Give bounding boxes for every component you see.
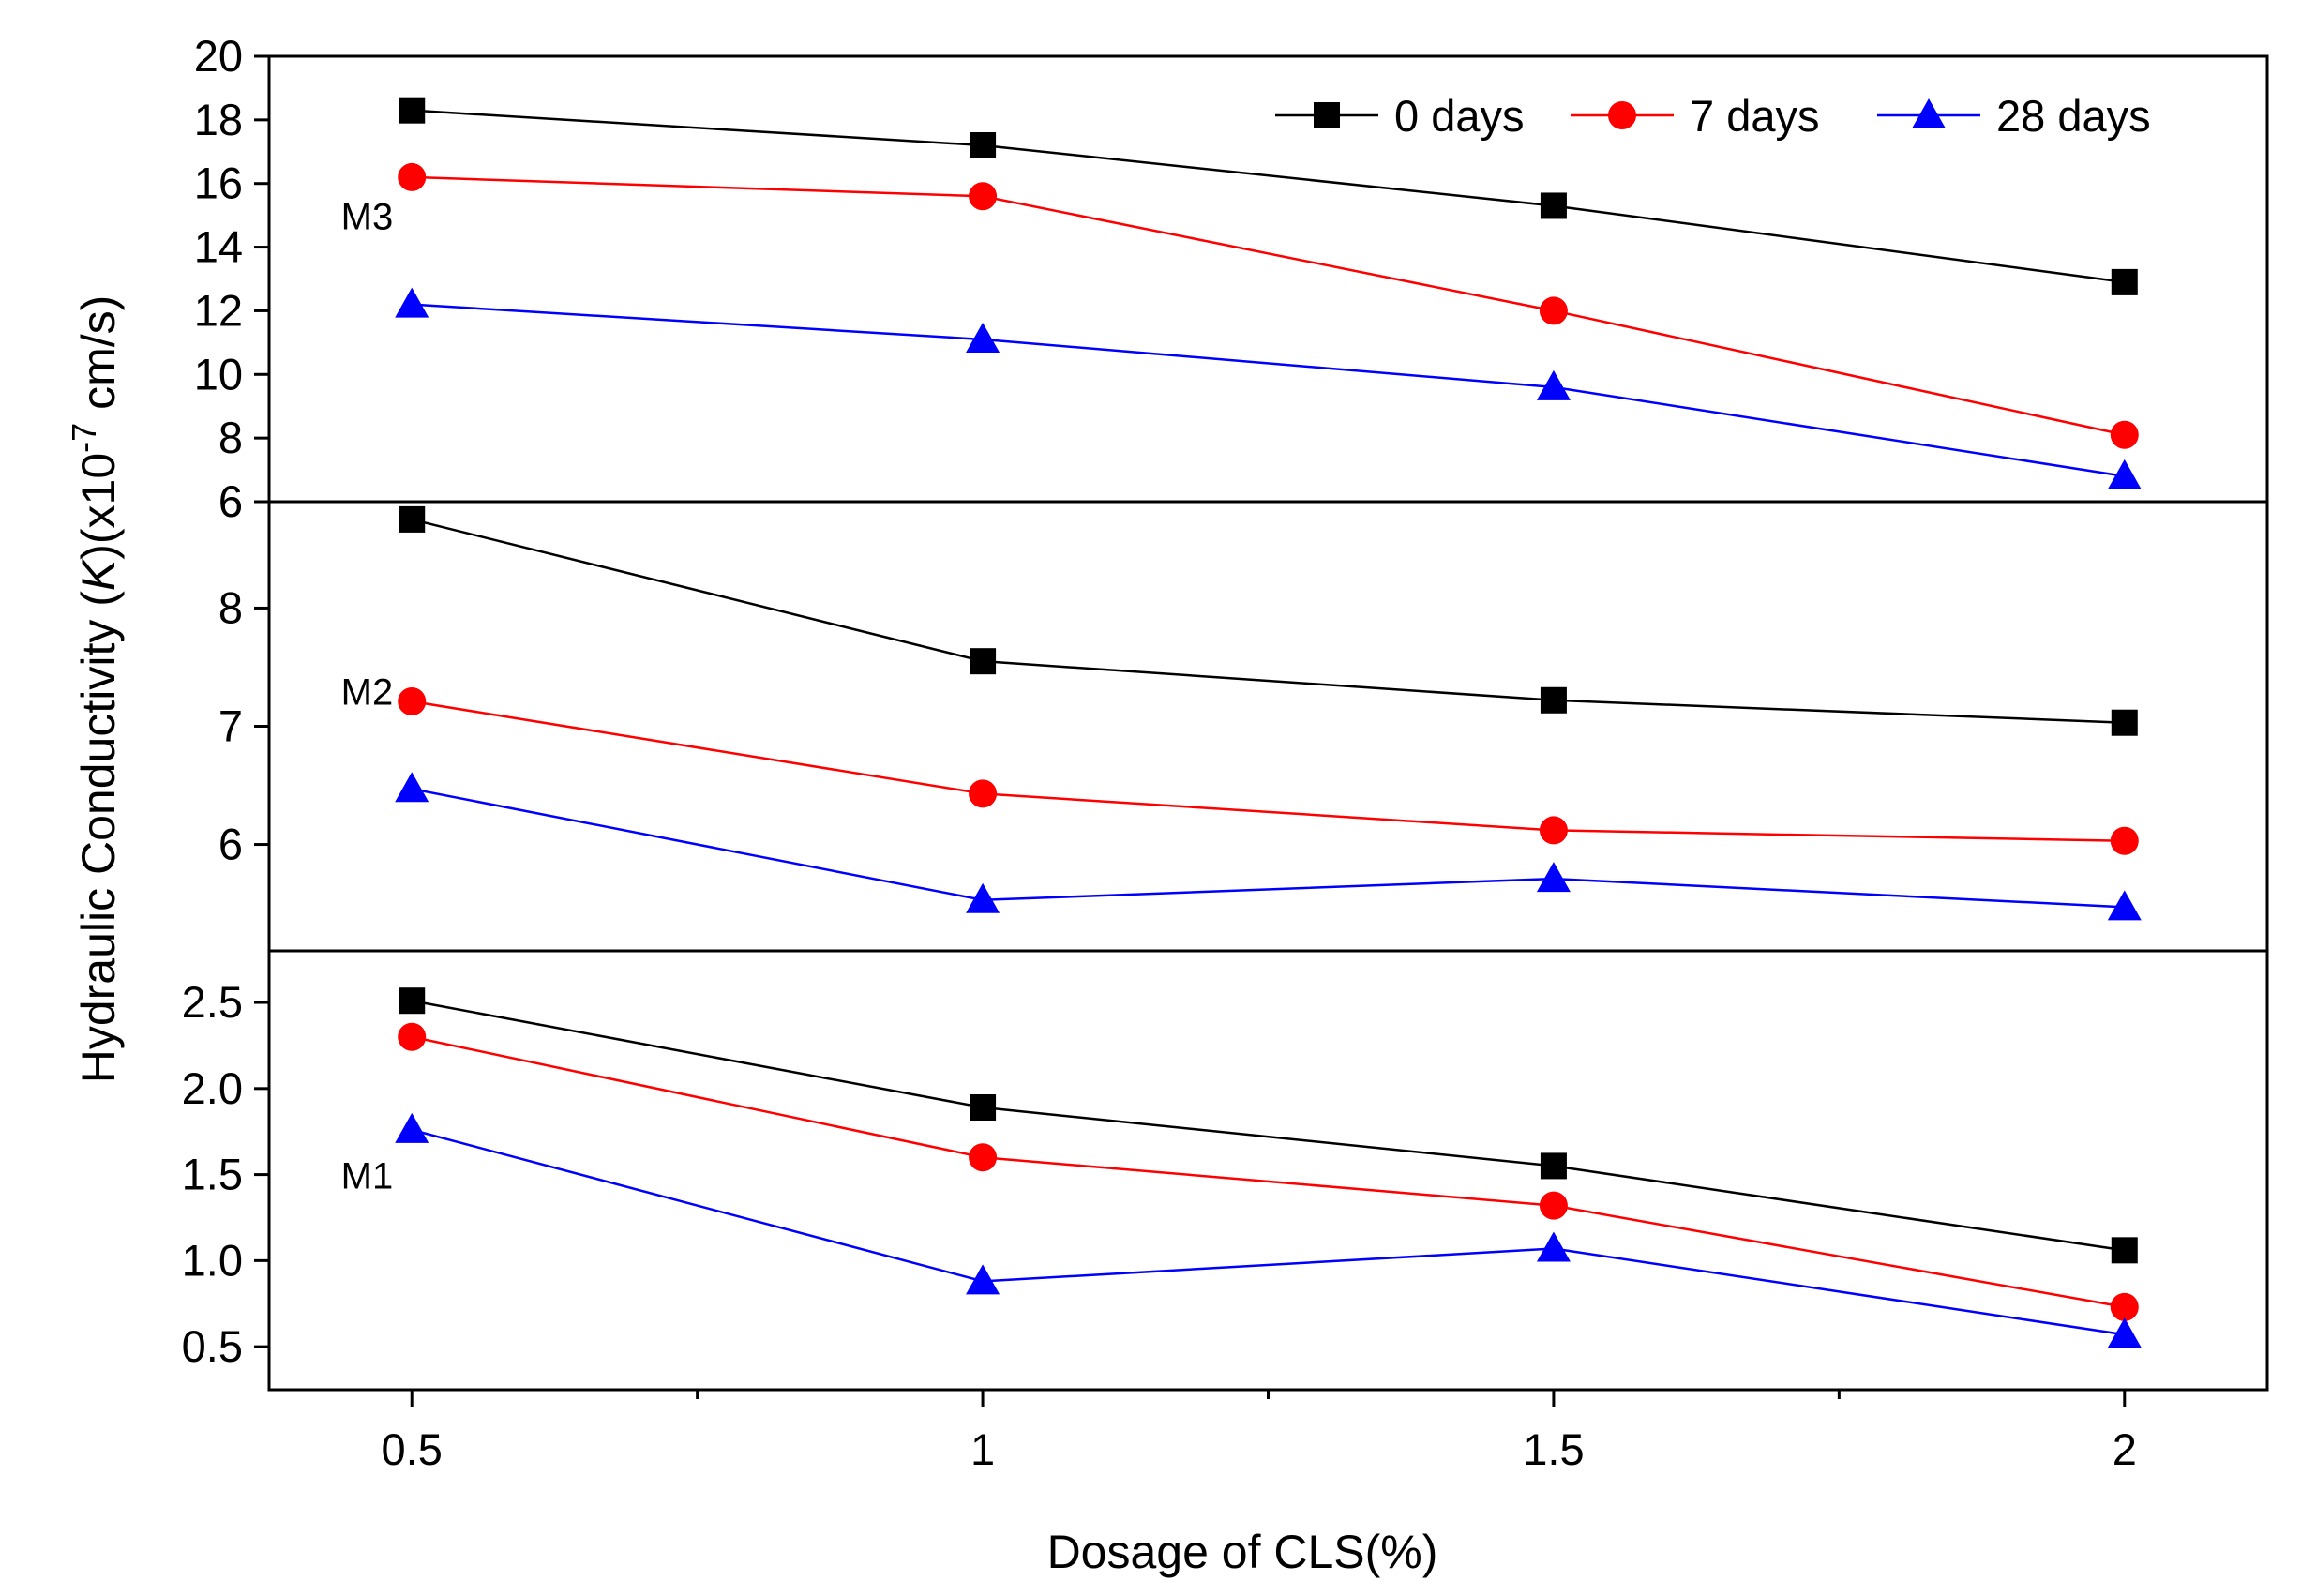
data-point-m1-1-0 <box>398 1022 427 1051</box>
y-tick-label-m3-4: 14 <box>194 222 243 272</box>
series-line-m2-0 <box>411 518 2125 724</box>
legend-label-1: 7 days <box>1690 91 1819 141</box>
data-point-m3-0-1 <box>970 132 997 158</box>
y-axis-title-prefix: Hydraulic Conductivity ( <box>72 591 125 1084</box>
x-tick-label-2: 1.5 <box>1523 1424 1584 1474</box>
panel-label-m3: M3 <box>341 197 394 238</box>
legend: 0 days 7 days 28 days <box>1275 91 2151 141</box>
data-point-m1-0-2 <box>1540 1152 1567 1180</box>
y-axis-title-exponent: -7 <box>65 423 103 453</box>
series-line-m3-2 <box>412 303 2125 478</box>
data-point-m1-1-1 <box>969 1143 998 1172</box>
y-tick-label-m2-1: 7 <box>218 701 243 751</box>
x-axis-title: Dosage of CLS(%) <box>1047 1526 1438 1578</box>
data-point-m3-0-3 <box>2111 268 2138 295</box>
data-point-m2-1-3 <box>2110 826 2139 855</box>
y-axis-title-symbol: K <box>72 557 125 591</box>
data-point-m2-0-2 <box>1540 686 1567 714</box>
y-axis-title-suffix: cm/s) <box>72 295 125 423</box>
data-point-m1-0-3 <box>2111 1237 2138 1264</box>
data-point-m1-0-1 <box>970 1094 997 1122</box>
legend-label-2: 28 days <box>1996 91 2151 141</box>
y-tick-label-m3-0: 6 <box>218 476 243 526</box>
data-point-m2-2-2 <box>1536 862 1571 893</box>
panel-label-m2: M2 <box>341 672 394 714</box>
y-tick-label-m1-4: 2.5 <box>182 977 243 1027</box>
data-point-m3-2-3 <box>2107 459 2142 489</box>
axes: 68101214161820M36786M20.51.01.52.02.5M10… <box>182 31 2269 1474</box>
y-axis-title-middle: )(x10 <box>72 453 125 560</box>
y-tick-label-m2-3: 6 <box>218 476 243 526</box>
data-point-m1-1-2 <box>1539 1191 1568 1220</box>
y-tick-label-m3-3: 12 <box>194 285 243 335</box>
y-tick-label-m1-0: 0.5 <box>182 1321 243 1371</box>
data-point-m2-1-0 <box>398 687 427 716</box>
data-point-m2-2-3 <box>2107 890 2142 921</box>
y-tick-label-m1-3: 2.0 <box>182 1063 243 1113</box>
series-line-m1-2 <box>411 1128 2125 1336</box>
data-point-m3-0-0 <box>399 97 426 124</box>
series-line-m1-1 <box>411 1035 2126 1309</box>
data-point-m3-1-3 <box>2110 420 2139 449</box>
panel-frame-m3 <box>267 54 2269 504</box>
panel-label-m1: M1 <box>341 1156 394 1197</box>
data-point-m1-0-0 <box>399 987 426 1015</box>
legend-marker-1 <box>1608 101 1636 129</box>
y-tick-label-m2-0: 6 <box>218 820 243 869</box>
y-tick-label-m2-2: 8 <box>218 582 243 632</box>
y-tick-label-m3-2: 10 <box>194 349 243 399</box>
data-point-m2-0-1 <box>970 648 997 675</box>
x-tick-label-3: 2 <box>2113 1424 2137 1474</box>
y-tick-label-m3-7: 20 <box>194 31 243 81</box>
legend-marker-0 <box>1314 102 1340 128</box>
y-axis-title: Hydraulic Conductivity (K)(x10-7 cm/s) <box>65 295 126 1084</box>
data-point-m2-1-2 <box>1539 816 1568 845</box>
plot-area <box>395 97 2142 1348</box>
data-point-m3-2-2 <box>1536 369 1571 400</box>
y-tick-label-m3-6: 18 <box>194 95 243 144</box>
data-point-m2-0-0 <box>399 505 426 533</box>
series-line-m2-1 <box>412 700 2125 843</box>
data-point-m3-1-2 <box>1539 296 1568 325</box>
data-point-m1-2-2 <box>1536 1231 1571 1262</box>
legend-marker-2 <box>1912 98 1946 128</box>
series-line-m2-2 <box>411 788 2125 909</box>
data-point-m3-1-0 <box>398 162 427 191</box>
data-point-m3-2-1 <box>966 322 1000 353</box>
data-point-m1-2-0 <box>395 1112 429 1143</box>
data-point-m3-1-1 <box>969 182 998 211</box>
data-point-m1-2-1 <box>966 1264 1000 1295</box>
data-point-m3-0-2 <box>1540 192 1567 219</box>
series-line-m1-0 <box>411 999 2125 1252</box>
x-tick-label-0: 0.5 <box>382 1424 443 1474</box>
x-tick-label-1: 1 <box>970 1424 995 1474</box>
y-tick-label-m1-1: 1.0 <box>182 1235 243 1285</box>
data-point-m1-1-3 <box>2110 1292 2139 1321</box>
data-point-m2-0-3 <box>2111 709 2138 736</box>
data-point-m3-2-0 <box>395 287 429 318</box>
data-point-m2-1-1 <box>969 779 998 808</box>
series-line-m3-1 <box>412 175 2126 436</box>
legend-label-0: 0 days <box>1394 91 1524 141</box>
series-line-m3-0 <box>412 109 2125 284</box>
y-tick-label-m1-2: 1.5 <box>182 1150 243 1199</box>
data-point-m1-2-3 <box>2107 1317 2142 1348</box>
data-point-m2-2-0 <box>395 772 429 803</box>
data-point-m2-2-1 <box>966 882 1000 913</box>
y-tick-label-m3-5: 16 <box>194 158 243 208</box>
y-tick-label-m3-1: 8 <box>218 413 243 462</box>
